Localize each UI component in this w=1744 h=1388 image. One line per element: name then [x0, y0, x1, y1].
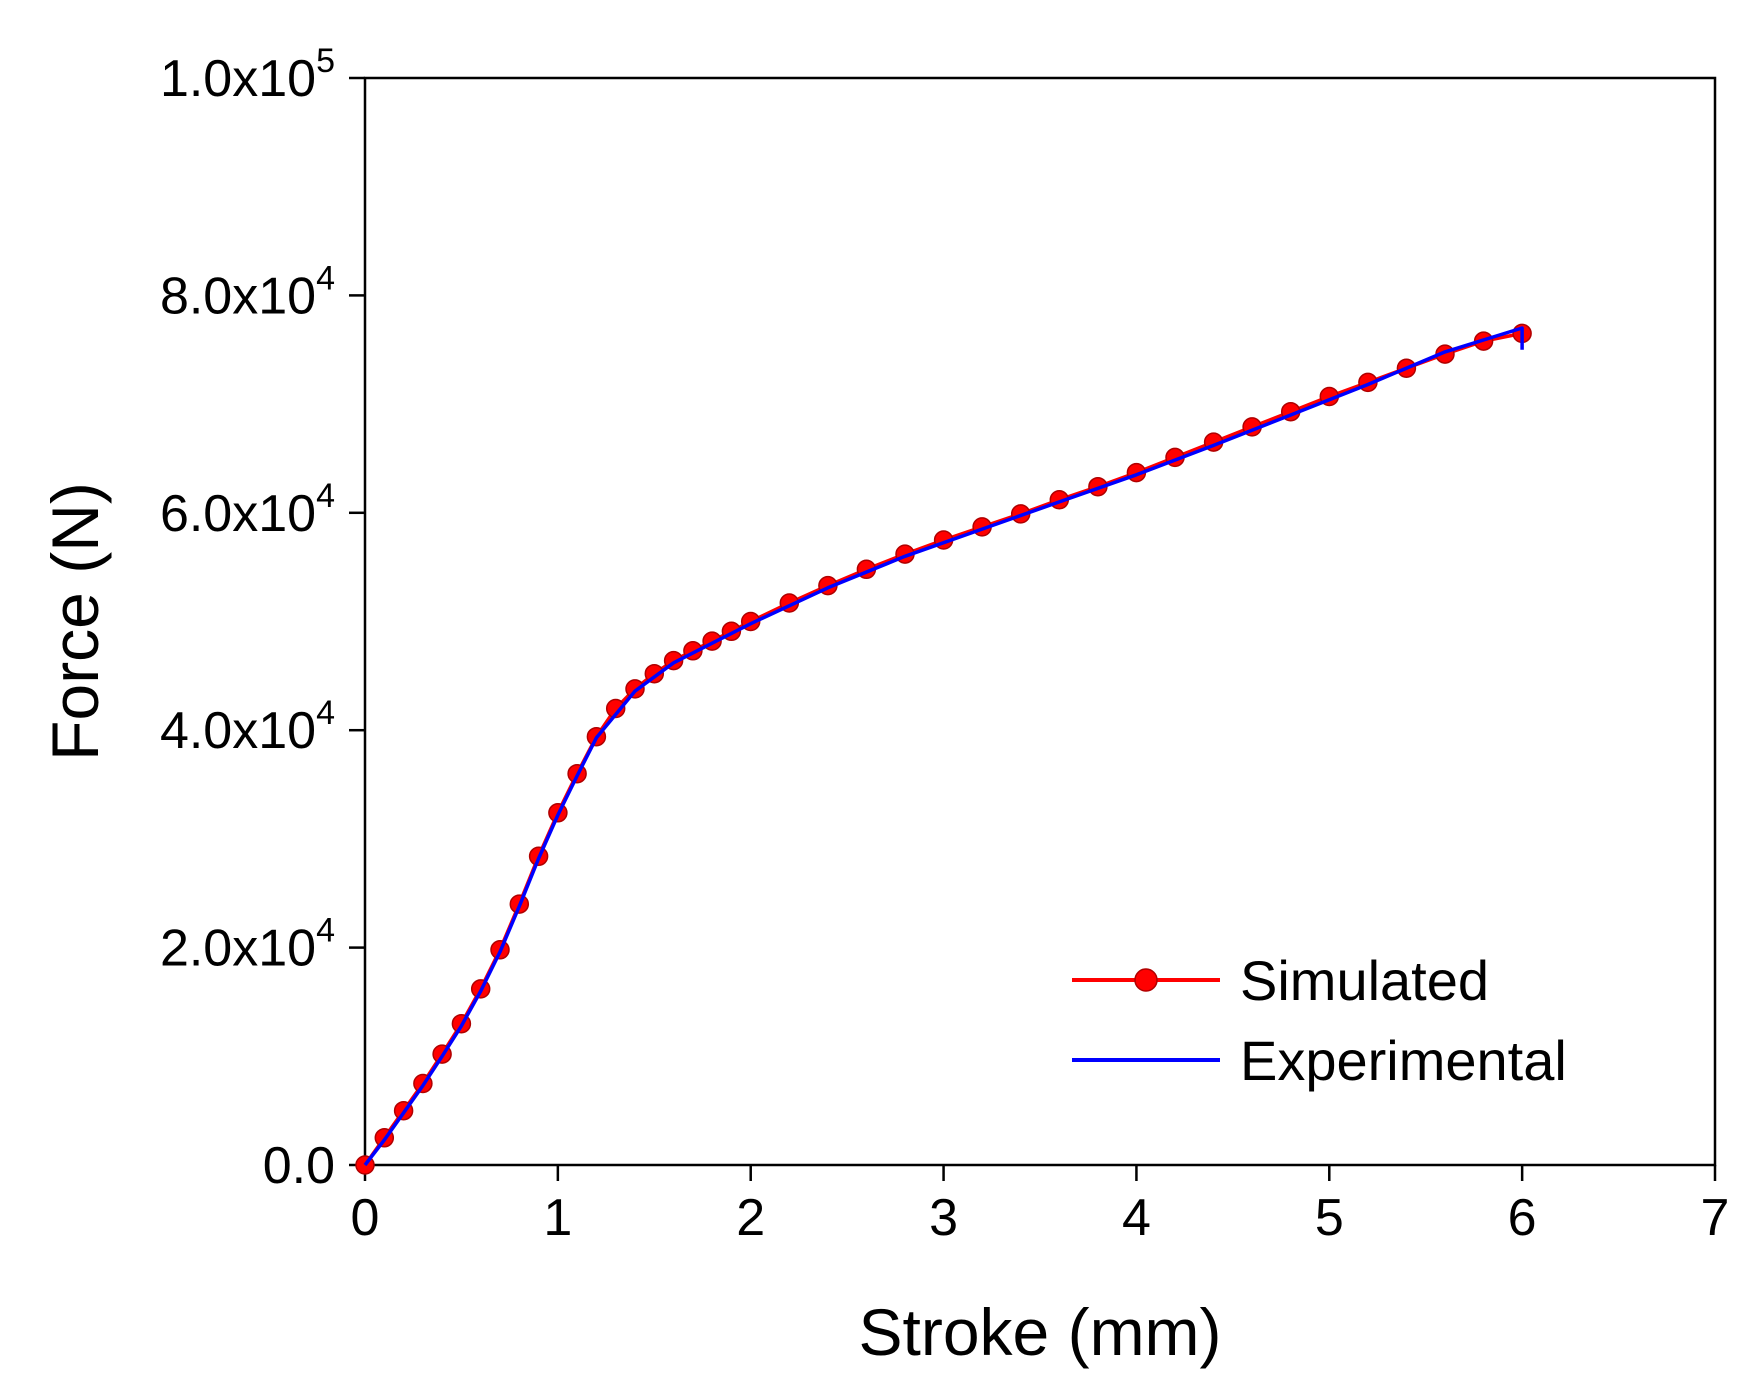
y-tick-label: 2.0x104 — [160, 912, 335, 978]
y-tick-label: 4.0x104 — [160, 694, 335, 760]
y-axis-title: Force (N) — [38, 482, 112, 761]
x-tick-label: 5 — [1315, 1189, 1344, 1247]
series-line-experimental — [363, 326, 1524, 1167]
legend: Simulated Experimental — [1072, 949, 1567, 1092]
y-tick-exponent: 4 — [316, 694, 335, 732]
y-tick-exponent: 4 — [316, 477, 335, 515]
y-tick-label: 1.0x105 — [160, 42, 335, 108]
legend-marker-simulated — [1134, 968, 1158, 992]
x-tick-label: 2 — [736, 1189, 765, 1247]
x-axis: 0 1 2 3 4 5 6 7 — [351, 1165, 1730, 1247]
data-point-simulated — [605, 698, 626, 719]
x-tick-label: 6 — [1508, 1189, 1537, 1247]
y-tick-mantissa: 8.0x10 — [160, 267, 316, 325]
y-tick-mantissa: 0.0 — [263, 1137, 335, 1195]
plot-area — [363, 76, 1717, 1167]
y-tick-exponent: 4 — [316, 259, 335, 297]
y-tick-mantissa: 1.0x10 — [160, 50, 316, 108]
x-tick-label: 1 — [543, 1189, 572, 1247]
y-tick-label: 6.0x104 — [160, 477, 335, 543]
x-tick-label: 7 — [1701, 1189, 1730, 1247]
plot-frame — [363, 76, 1717, 1167]
y-tick-label: 8.0x104 — [160, 259, 335, 325]
x-tick-label: 0 — [351, 1189, 380, 1247]
series-layer — [355, 323, 1532, 1175]
data-point-simulated — [625, 679, 645, 699]
y-tick-mantissa: 4.0x10 — [160, 702, 316, 760]
legend-label-simulated: Simulated — [1240, 949, 1489, 1012]
y-tick-exponent: 4 — [316, 912, 335, 950]
x-tick-label: 3 — [929, 1189, 958, 1247]
y-tick-mantissa: 6.0x10 — [160, 485, 316, 543]
x-axis-title: Stroke (mm) — [859, 1295, 1222, 1369]
y-tick-mantissa: 2.0x10 — [160, 920, 316, 978]
y-tick-exponent: 5 — [316, 42, 335, 80]
x-tick-label: 4 — [1122, 1189, 1151, 1247]
y-tick-label: 0.0 — [263, 1137, 335, 1195]
legend-label-experimental: Experimental — [1240, 1029, 1567, 1092]
